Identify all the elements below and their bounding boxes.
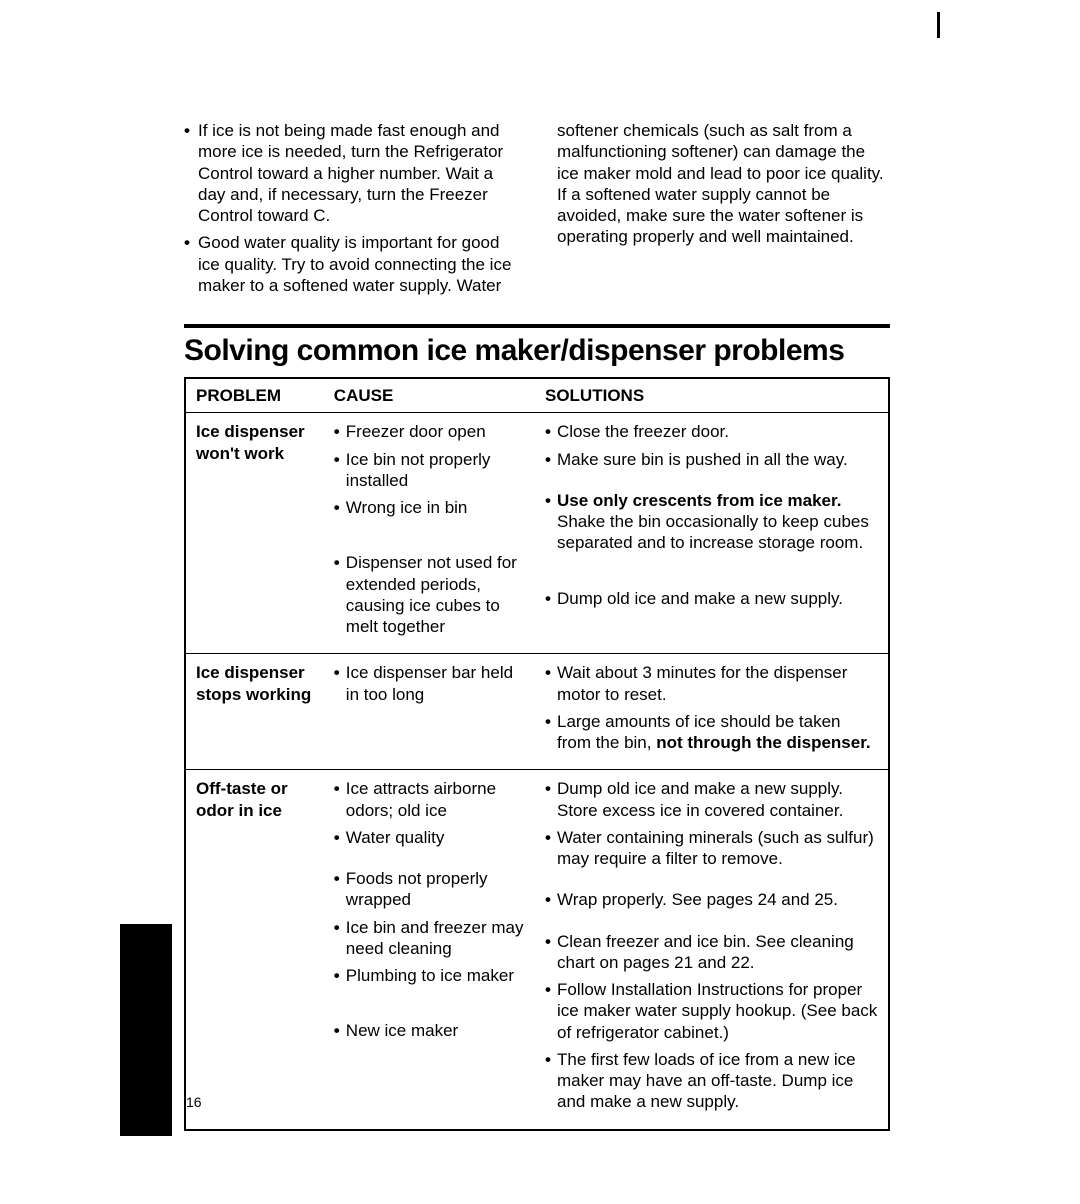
header-cause: CAUSE [326,378,537,413]
cell-bullet: Follow Installation Instructions for pro… [545,979,878,1043]
cell-bullet: Water quality [334,827,529,848]
intro-bullet: If ice is not being made fast enough and… [198,120,517,226]
section-divider [184,324,890,328]
cell-bullet: Make sure bin is pushed in all the way. [545,449,878,470]
header-solutions: SOLUTIONS [537,378,889,413]
thumb-tab [120,924,172,1136]
cell-bullet: Wrong ice in bin [334,497,529,518]
cell-bullet: Plumbing to ice maker [334,965,529,986]
cell-bullet: New ice maker [334,1020,529,1041]
table-row: Off-taste or odor in ice Ice attracts air… [185,770,889,1130]
cell-solutions: Wait about 3 minutes for the dispenser m… [537,654,889,770]
cell-bullet-list: Dump old ice and make a new supply. Stor… [545,778,878,1112]
cell-bullet: The first few loads of ice from a new ic… [545,1049,878,1113]
page-edge-mark [937,12,940,38]
cell-bullet-list: Ice attracts airborne odors; old ice Wate… [334,778,529,1041]
cell-solutions: Dump old ice and make a new supply. Stor… [537,770,889,1130]
table-row: Ice dispenser stops working Ice dispenser… [185,654,889,770]
cell-bullet-list: Wait about 3 minutes for the dispenser m… [545,662,878,753]
cell-bullet-list: Close the freezer door. Make sure bin is … [545,421,878,609]
cell-bullet: Ice bin not properly installed [334,449,529,492]
cell-bullet: Dump old ice and make a new supply. Stor… [545,778,878,821]
intro-bullet: Good water quality is important for good… [198,232,517,296]
cell-bullet: Dump old ice and make a new supply. [545,588,878,609]
cell-cause: Freezer door open Ice bin not properly in… [326,413,537,654]
intro-left-column: If ice is not being made fast enough and… [184,120,517,302]
cell-problem: Ice dispenser won't work [185,413,326,654]
cell-bullet: Large amounts of ice should be taken fro… [545,711,878,754]
intro-bullet-list: If ice is not being made fast enough and… [184,120,517,296]
section-title: Solving common ice maker/dispenser probl… [184,334,890,367]
manual-page: If ice is not being made fast enough and… [0,0,1080,1204]
cell-cause: Ice attracts airborne odors; old ice Wate… [326,770,537,1130]
table-header-row: PROBLEM CAUSE SOLUTIONS [185,378,889,413]
cell-bullet-list: Freezer door open Ice bin not properly in… [334,421,529,637]
troubleshooting-table: PROBLEM CAUSE SOLUTIONS Ice dispenser wo… [184,377,890,1131]
cell-bullet: Water containing minerals (such as sulfu… [545,827,878,870]
problem-label: Off-taste or odor in ice [196,778,318,821]
table-row: Ice dispenser won't work Freezer door ope… [185,413,889,654]
header-problem: PROBLEM [185,378,326,413]
cell-bullet: Wait about 3 minutes for the dispenser m… [545,662,878,705]
cell-bullet: Clean freezer and ice bin. See cleaning … [545,931,878,974]
cell-bullet: Foods not properly wrapped [334,868,529,911]
problem-label: Ice dispenser stops working [196,662,318,705]
cell-solutions: Close the freezer door. Make sure bin is … [537,413,889,654]
cell-problem: Off-taste or odor in ice [185,770,326,1130]
cell-problem: Ice dispenser stops working [185,654,326,770]
page-content: If ice is not being made fast enough and… [184,120,890,1131]
cell-bullet: Freezer door open [334,421,529,442]
intro-columns: If ice is not being made fast enough and… [184,120,890,302]
intro-right-text: softener chemicals (such as salt from a … [557,120,890,248]
cell-bullet: Ice attracts airborne odors; old ice [334,778,529,821]
table-body: Ice dispenser won't work Freezer door ope… [185,413,889,1130]
cell-bullet: Ice bin and freezer may need cleaning [334,917,529,960]
problem-label: Ice dispenser won't work [196,421,318,464]
cell-bullet-list: Ice dispenser bar held in too long [334,662,529,705]
cell-bullet: Wrap properly. See pages 24 and 25. [545,889,878,910]
cell-bullet: Ice dispenser bar held in too long [334,662,529,705]
cell-cause: Ice dispenser bar held in too long [326,654,537,770]
page-number: 16 [186,1094,202,1110]
intro-right-column: softener chemicals (such as salt from a … [557,120,890,302]
cell-bullet: Use only crescents from ice maker. Shake… [545,490,878,554]
cell-bullet: Dispenser not used for extended periods,… [334,552,529,637]
cell-bullet: Close the freezer door. [545,421,878,442]
